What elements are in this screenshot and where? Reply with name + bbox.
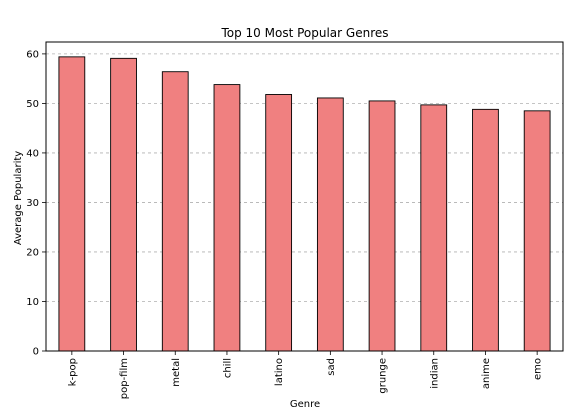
bar-emo xyxy=(523,110,551,352)
x-tick-label: anime xyxy=(481,358,492,389)
y-tick-label: 10 xyxy=(26,297,39,308)
bar-sad xyxy=(316,97,344,352)
y-axis: 0 10 20 30 40 50 60 xyxy=(26,49,46,358)
x-tick-label: grunge xyxy=(378,358,389,394)
y-axis-label: Average Popularity xyxy=(13,151,24,245)
x-tick-label: chill xyxy=(222,358,233,378)
bar-k-pop xyxy=(58,56,86,352)
bar-pop-film xyxy=(110,57,137,352)
x-tick-label: indian xyxy=(429,358,440,389)
y-tick-label: 40 xyxy=(26,148,39,159)
bar-indian xyxy=(420,104,448,352)
bar-chill xyxy=(213,84,241,352)
y-tick-label: 30 xyxy=(26,198,39,209)
x-tick-label: emo xyxy=(533,358,544,380)
bar-anime xyxy=(472,108,499,352)
x-tick-label: sad xyxy=(326,358,337,376)
x-tick-label: latino xyxy=(274,358,285,386)
x-tick-label: pop-film xyxy=(119,358,130,399)
bar-latino xyxy=(265,94,293,352)
bars xyxy=(58,56,551,352)
bar-grunge xyxy=(368,100,396,352)
chart-title: Top 10 Most Popular Genres xyxy=(220,26,388,40)
y-tick-label: 0 xyxy=(33,347,39,358)
x-axis: k-pop pop-film metal chill latino sad grunge in… xyxy=(67,351,544,399)
bar-metal xyxy=(161,71,189,352)
y-tick-label: 20 xyxy=(26,247,39,258)
plot-frame xyxy=(45,41,564,352)
x-tick-label: metal xyxy=(171,358,182,387)
y-tick-label: 60 xyxy=(26,49,39,60)
x-tick-label: k-pop xyxy=(67,358,78,386)
x-axis-label: Genre xyxy=(290,399,320,410)
y-tick-label: 50 xyxy=(26,99,39,110)
